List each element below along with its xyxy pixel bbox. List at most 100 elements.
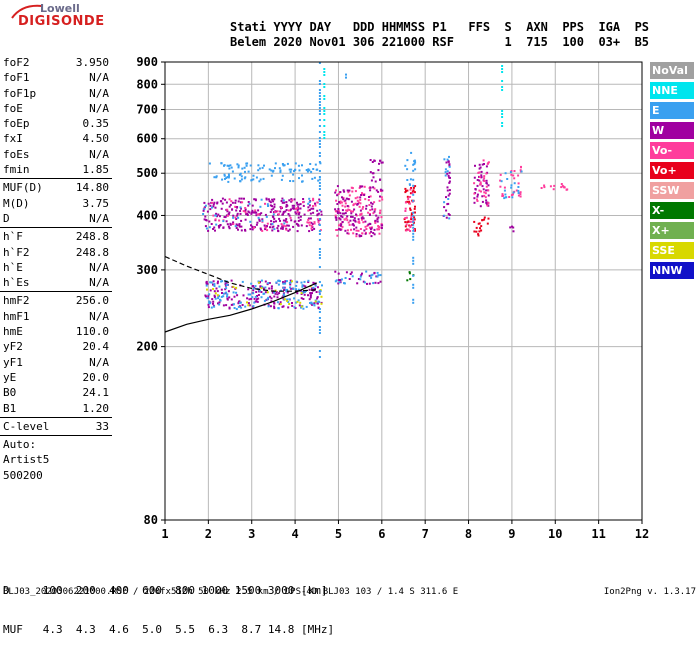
echo-point — [379, 178, 382, 181]
param-label: B1 — [3, 401, 17, 415]
param-label: foEs — [3, 147, 30, 161]
echo-point — [318, 185, 321, 187]
echo-point — [318, 137, 321, 139]
echo-point — [511, 196, 514, 199]
echo-point — [292, 287, 295, 290]
echo-point — [205, 284, 208, 287]
echo-point — [372, 176, 375, 179]
echo-point — [334, 210, 337, 213]
echo-point — [269, 305, 272, 308]
echo-point — [480, 225, 483, 228]
echo-point — [223, 216, 226, 218]
echo-point — [295, 207, 297, 210]
echo-point — [338, 224, 340, 227]
param-row: M(D) 3.75 — [0, 196, 112, 211]
echo-point — [270, 287, 273, 290]
echo-point — [341, 209, 344, 212]
param-label: foE — [3, 101, 23, 115]
echo-point — [348, 194, 351, 197]
echo-point — [260, 228, 263, 231]
echo-point — [234, 199, 237, 202]
param-value: 0.35 — [82, 117, 110, 131]
echo-point — [346, 232, 349, 235]
echo-point — [288, 228, 291, 231]
echo-point — [448, 217, 451, 220]
echo-point — [318, 178, 321, 181]
echo-point — [296, 211, 299, 213]
echo-point — [233, 177, 236, 180]
echo-point — [284, 219, 287, 222]
echo-point — [229, 203, 232, 206]
echo-point — [281, 227, 284, 230]
echo-point — [307, 279, 310, 282]
echo-point — [444, 171, 447, 174]
echo-point — [519, 169, 522, 172]
echo-point — [212, 280, 215, 283]
echo-point — [262, 177, 265, 180]
echo-point — [271, 222, 274, 225]
echo-point — [446, 203, 449, 206]
echo-point — [264, 291, 267, 294]
echo-point — [227, 176, 230, 179]
echo-point — [227, 173, 230, 176]
echo-point — [540, 187, 543, 189]
echo-point — [212, 205, 215, 208]
y-tick-label: 80 — [144, 513, 158, 527]
echo-point — [412, 214, 415, 217]
echo-point — [261, 219, 264, 222]
echo-point — [336, 185, 339, 188]
echo-point — [409, 225, 412, 227]
echo-point — [476, 193, 479, 196]
echo-point — [202, 209, 205, 212]
echo-point — [287, 209, 290, 212]
echo-point — [375, 189, 378, 192]
echo-point — [501, 65, 504, 67]
echo-point — [448, 180, 451, 183]
echo-point — [255, 214, 258, 217]
echo-point — [562, 185, 565, 188]
echo-point — [305, 225, 308, 228]
echo-point — [274, 292, 277, 295]
echo-point — [216, 294, 219, 297]
echo-point — [380, 216, 383, 219]
echo-point — [250, 224, 252, 227]
echo-point — [479, 227, 481, 230]
echo-point — [412, 199, 415, 202]
echo-point — [249, 228, 252, 231]
echo-point — [339, 281, 342, 284]
echo-point — [313, 221, 316, 224]
echo-point — [359, 202, 362, 205]
echo-point — [300, 297, 303, 300]
legend-entry: SSE — [650, 242, 694, 259]
echo-point — [342, 198, 345, 201]
echo-point — [309, 217, 312, 220]
echo-point — [334, 208, 337, 211]
echo-point — [318, 143, 321, 145]
echo-point — [343, 212, 346, 215]
echo-point — [244, 176, 247, 179]
param-value: 110.0 — [75, 325, 109, 339]
echo-point — [553, 184, 556, 187]
echo-point — [298, 169, 301, 172]
echo-point — [218, 295, 220, 298]
echo-point — [230, 298, 233, 301]
echo-point — [214, 292, 217, 295]
echo-point — [207, 306, 210, 309]
echo-point — [378, 228, 380, 231]
echo-point — [345, 197, 348, 200]
echo-point — [252, 292, 255, 295]
echo-point — [446, 186, 449, 189]
echo-point — [224, 283, 227, 286]
echo-point — [323, 74, 326, 76]
echo-point — [291, 304, 294, 307]
echo-point — [369, 195, 372, 198]
param-value: 33 — [95, 419, 109, 433]
echo-point — [318, 155, 321, 157]
echo-point — [222, 292, 225, 295]
echo-point — [306, 221, 309, 224]
echo-point — [214, 218, 217, 221]
echo-point — [517, 182, 520, 185]
echo-point — [359, 196, 362, 199]
profile-trace-dashed — [164, 255, 317, 292]
echo-point — [375, 275, 378, 278]
